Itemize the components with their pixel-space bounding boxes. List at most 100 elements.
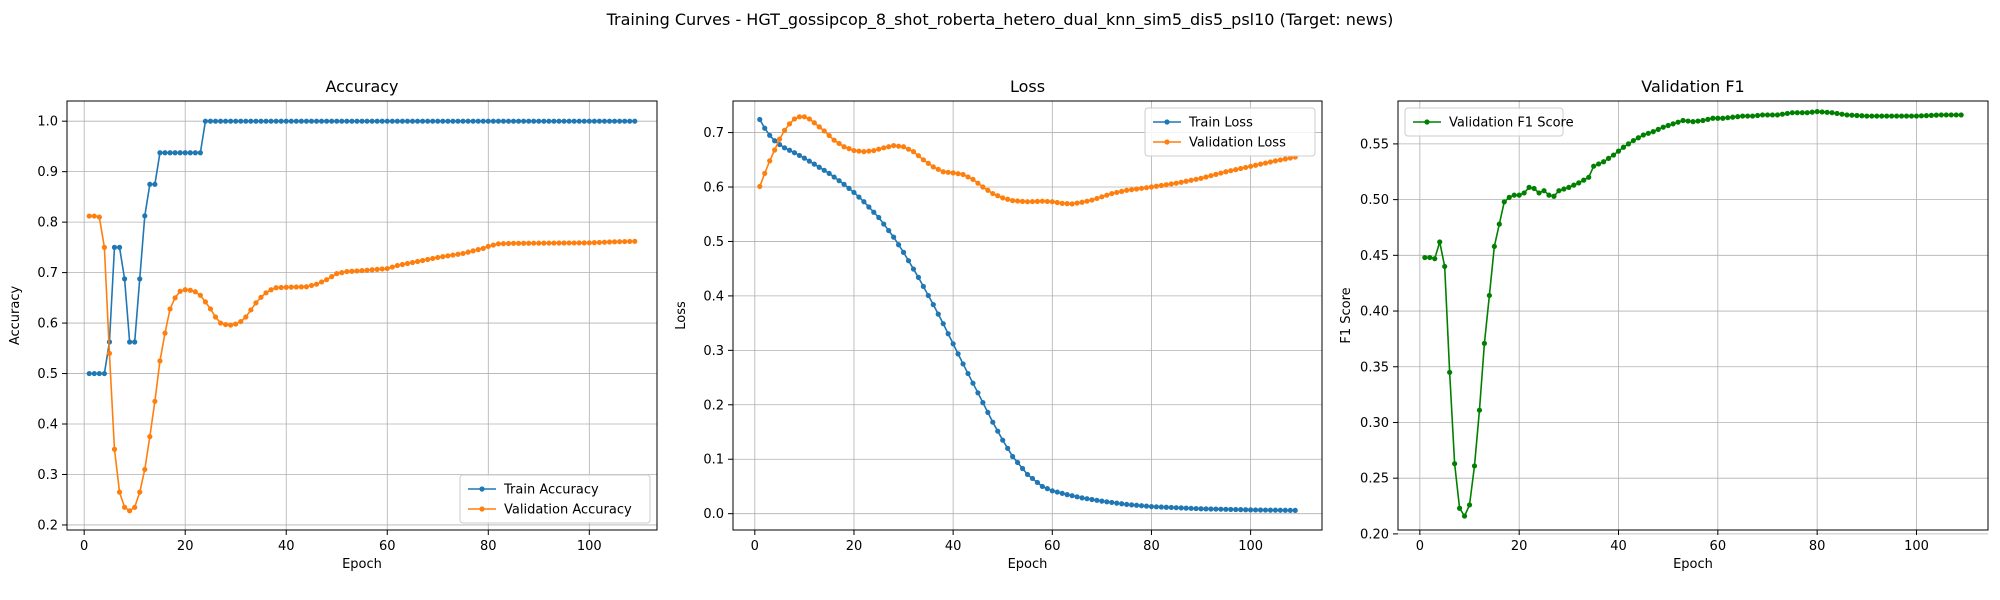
data-point (248, 307, 254, 313)
data-point (526, 240, 532, 246)
data-point (786, 121, 793, 127)
data-point (1913, 113, 1920, 119)
data-point (1133, 186, 1140, 192)
x-tick-label: 20 (177, 539, 194, 554)
x-tick-label: 20 (846, 539, 863, 554)
data-point (1844, 112, 1850, 118)
data-point (831, 137, 837, 143)
data-point (1163, 182, 1169, 188)
y-tick-label: 0.8 (37, 216, 58, 231)
y-tick-label: 0.9 (37, 165, 58, 180)
data-point (622, 118, 628, 124)
data-point (1010, 453, 1016, 460)
data-point (1754, 112, 1761, 119)
data-point (980, 400, 986, 406)
data-point (223, 321, 229, 328)
data-point (1238, 165, 1244, 172)
data-point (1561, 186, 1567, 192)
data-point (801, 114, 807, 120)
data-point (1143, 503, 1150, 509)
data-point (1218, 506, 1224, 512)
data-point (379, 266, 385, 272)
data-point (521, 118, 527, 124)
data-point (930, 302, 936, 308)
data-point (374, 266, 380, 272)
x-axis-label: Epoch (342, 557, 382, 572)
data-point (278, 284, 284, 291)
data-point (1720, 115, 1726, 121)
data-point (329, 118, 335, 124)
data-point (1447, 369, 1453, 375)
data-point (1114, 189, 1120, 196)
data-point (187, 150, 193, 156)
data-point (1069, 493, 1075, 499)
data-point (243, 118, 249, 124)
data-point (96, 370, 102, 377)
data-point (1655, 126, 1661, 133)
x-tick-label: 60 (379, 539, 396, 554)
y-tick-label: 0.4 (703, 289, 724, 304)
data-point (116, 244, 123, 250)
data-point (1248, 507, 1254, 513)
data-point (1740, 113, 1746, 119)
data-point (1898, 113, 1905, 119)
data-point (895, 242, 902, 248)
data-point (298, 118, 304, 124)
data-point (414, 118, 421, 124)
data-point (389, 118, 395, 124)
data-point (212, 314, 219, 320)
data-point (379, 118, 385, 124)
data-point (470, 248, 476, 254)
data-point (127, 508, 133, 514)
data-point (886, 144, 892, 150)
data-point (1546, 192, 1552, 198)
y-tick-label: 0.6 (37, 317, 58, 332)
data-point (826, 170, 832, 177)
data-point (871, 147, 877, 154)
y-axis-label: F1 Score (1339, 287, 1354, 343)
data-point (121, 504, 128, 510)
data-point (450, 252, 456, 258)
data-point (617, 239, 623, 245)
x-tick-label: 100 (1238, 539, 1263, 554)
data-point (505, 118, 512, 124)
data-point (425, 256, 431, 263)
data-point (970, 176, 976, 182)
data-point (1039, 198, 1045, 204)
data-point (339, 270, 345, 276)
data-point (561, 240, 567, 246)
data-point (935, 311, 941, 317)
data-point (811, 120, 817, 126)
figure-title: Training Curves - HGT_gossipcop_8_shot_r… (606, 10, 1394, 29)
data-point (757, 116, 763, 123)
data-point (465, 118, 471, 124)
data-point (910, 149, 917, 155)
data-point (1054, 489, 1060, 495)
y-tick-label: 0.0 (703, 507, 724, 522)
data-point (1292, 507, 1298, 513)
data-point (440, 118, 446, 124)
data-point (975, 390, 981, 396)
data-point (606, 239, 613, 245)
data-point (905, 146, 912, 152)
data-point (1119, 501, 1125, 507)
data-point (450, 118, 456, 124)
data-point (561, 118, 567, 124)
legend-label: Train Loss (1188, 116, 1253, 131)
data-point (1908, 113, 1915, 119)
data-point (1804, 110, 1810, 116)
data-point (1074, 494, 1080, 500)
data-point (1442, 263, 1448, 270)
legend-box (459, 474, 651, 524)
data-point (1630, 137, 1636, 144)
x-tick-label: 60 (1044, 539, 1061, 554)
data-point (430, 118, 436, 124)
data-point (606, 118, 613, 124)
data-point (950, 170, 956, 176)
data-point (409, 118, 416, 124)
x-tick-label: 0 (1416, 539, 1424, 554)
y-tick-label: 0.25 (1360, 472, 1389, 487)
data-point (1257, 161, 1264, 167)
data-point (167, 306, 173, 312)
data-point (1879, 113, 1885, 119)
